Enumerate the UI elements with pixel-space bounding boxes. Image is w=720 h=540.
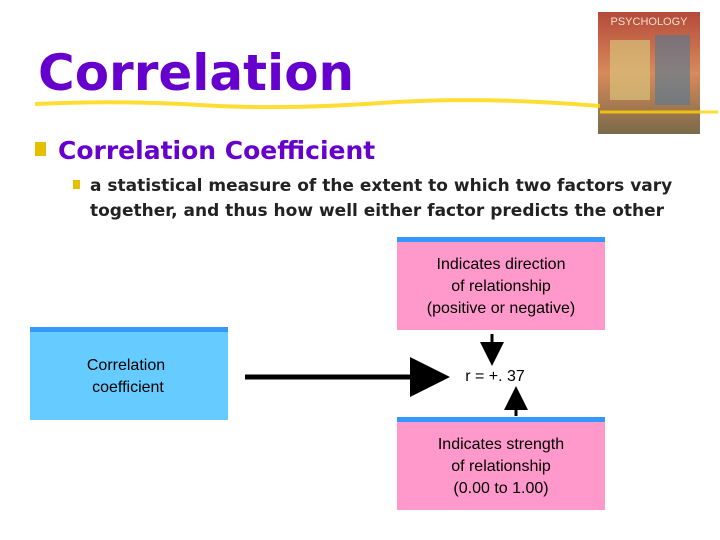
source-box <box>30 327 228 420</box>
sub-bullet-text: together, and thus how well either facto… <box>90 201 665 221</box>
box-border <box>397 237 605 242</box>
box-text: Correlation <box>87 357 165 374</box>
book-cover: PSYCHOLOGY <box>598 12 700 134</box>
cover-art <box>655 35 690 105</box>
top-box <box>397 237 605 330</box>
sub-bullet-text: a statistical measure of the extent to w… <box>90 176 672 196</box>
bullet-marker <box>73 180 80 189</box>
box-text: (positive or negative) <box>427 300 576 317</box>
bottom-box <box>397 417 605 510</box>
bullet-text: Correlation Coefficient <box>58 136 375 165</box>
box-text: of relationship <box>451 278 551 295</box>
box-border <box>397 417 605 422</box>
box-text: (0.00 to 1.00) <box>453 480 548 497</box>
cover-art <box>610 40 650 100</box>
box-text: Indicates strength <box>438 436 564 453</box>
slide-title: Correlation <box>38 44 354 102</box>
box-border <box>30 327 228 332</box>
box-text: coefficient <box>92 379 164 396</box>
title-underline <box>34 98 601 110</box>
box-text: of relationship <box>451 458 551 475</box>
value-text: r = +. 37 <box>465 368 525 385</box>
book-title: PSYCHOLOGY <box>610 16 688 28</box>
bullet-marker <box>35 142 46 156</box>
box-text: Indicates direction <box>437 256 566 273</box>
